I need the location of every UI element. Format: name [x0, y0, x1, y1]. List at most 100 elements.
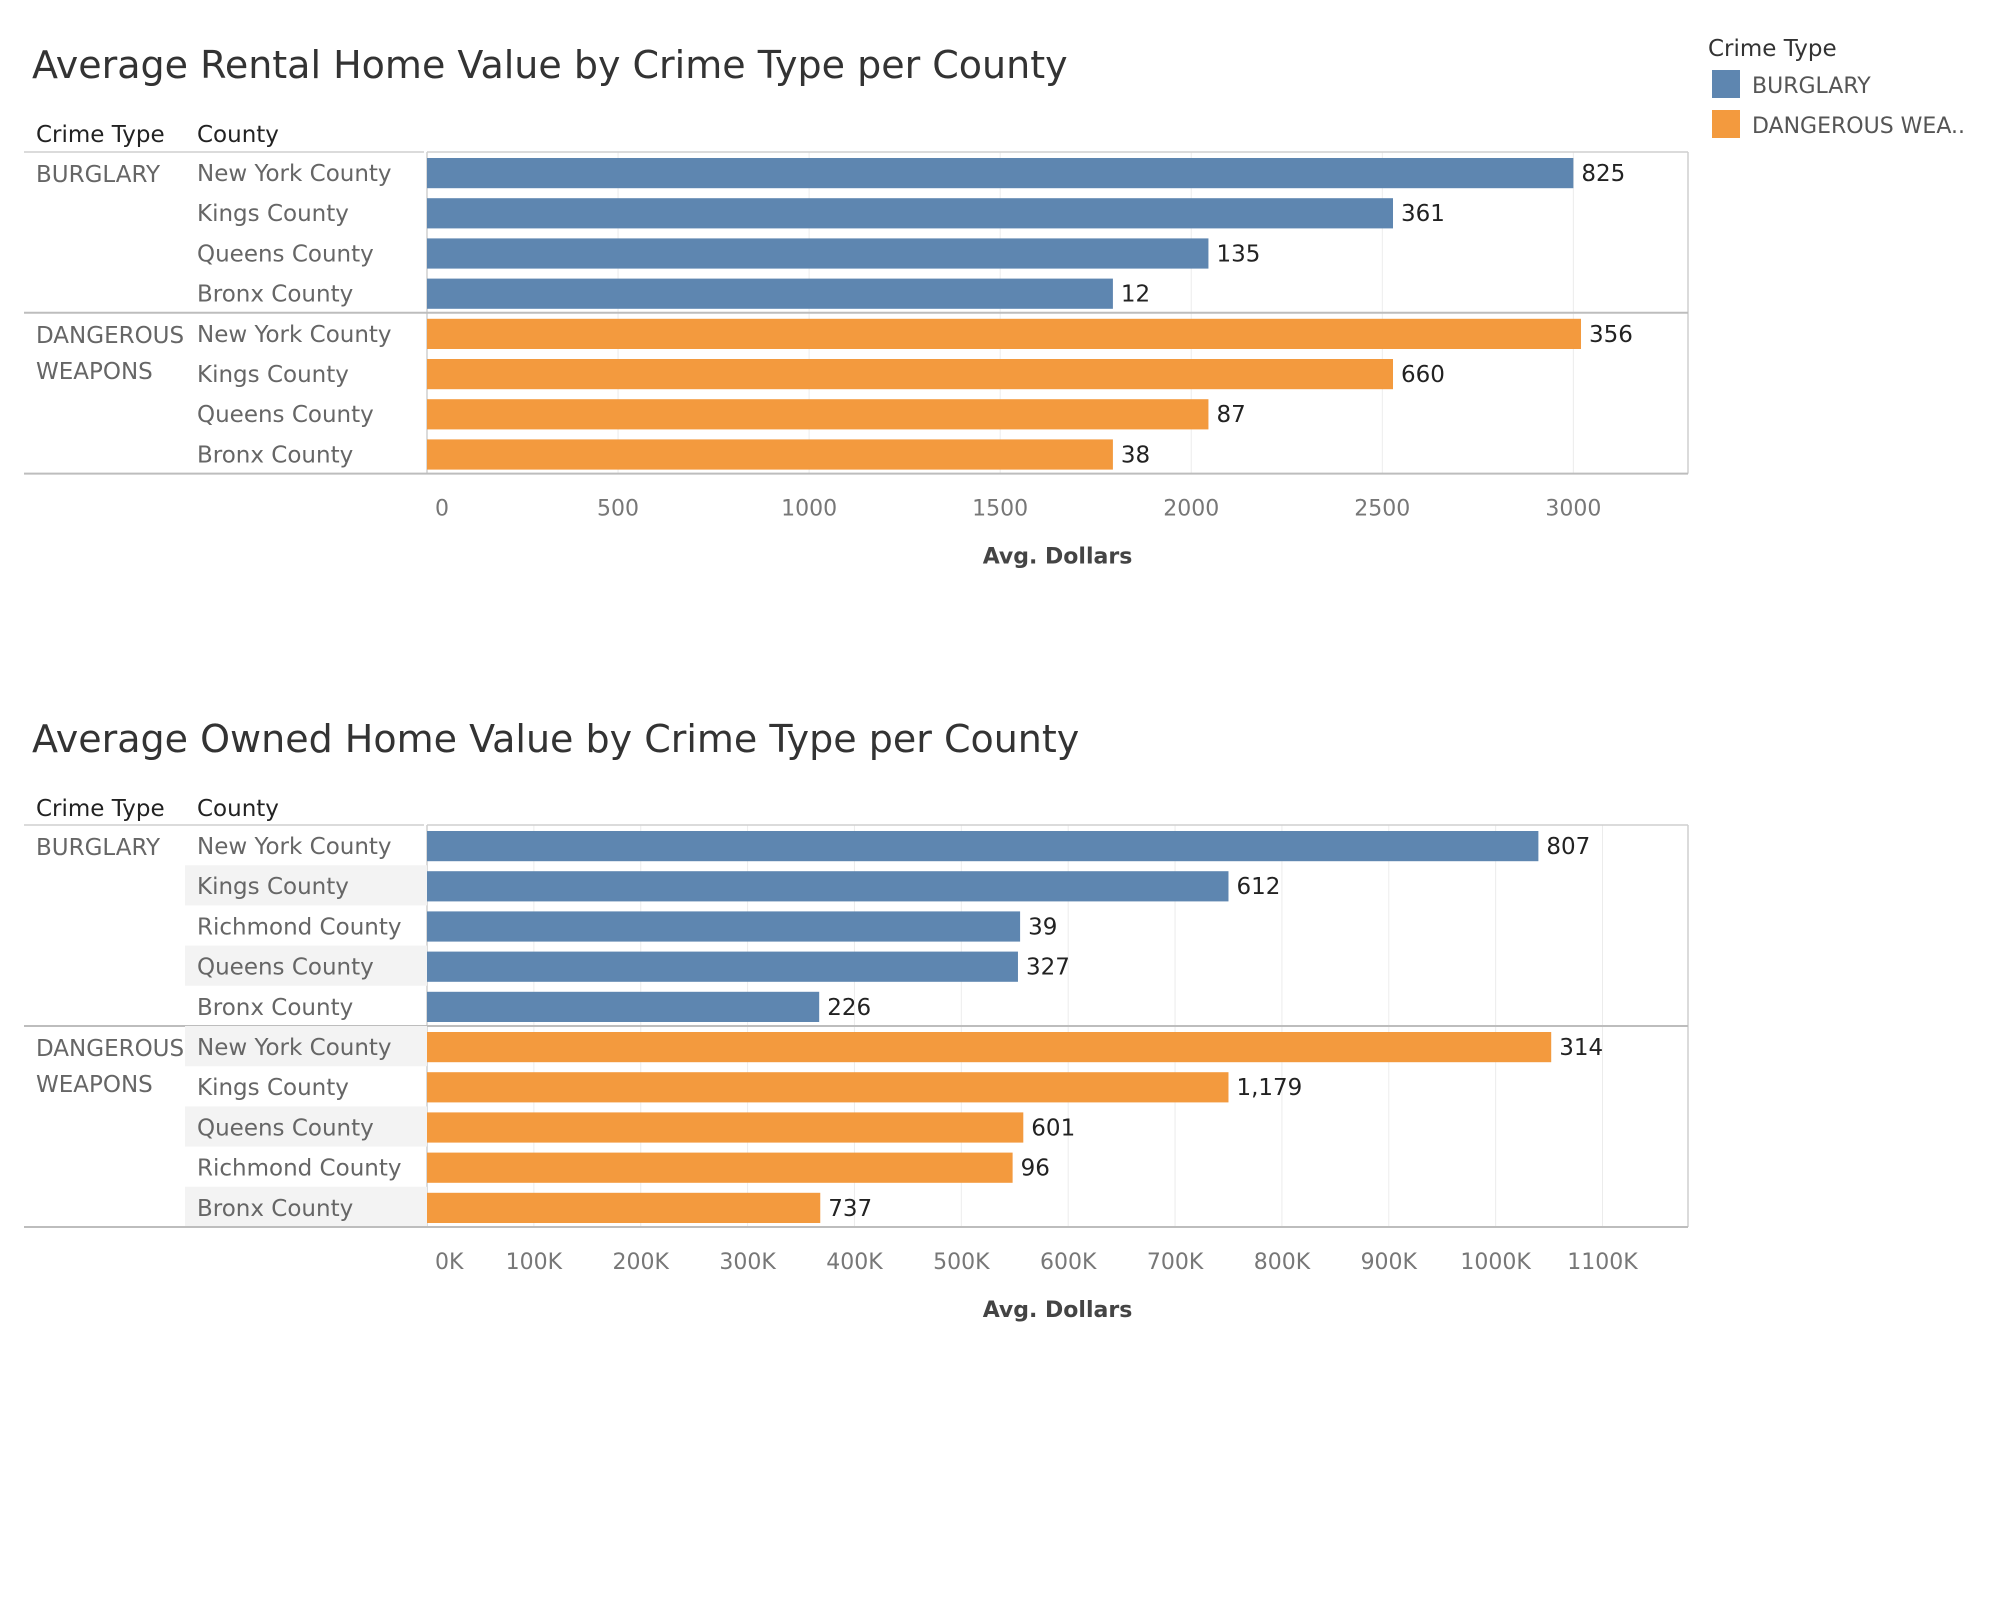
x-tick-label: 2000	[1163, 497, 1219, 522]
bar-value-label: 825	[1581, 161, 1625, 187]
county-label: Bronx County	[197, 442, 353, 468]
x-tick-label: 1100K	[1567, 1250, 1638, 1275]
bar[interactable]	[427, 831, 1539, 862]
bar-value-label: 601	[1031, 1115, 1075, 1141]
legend-entry-label: BURGLARY	[1752, 74, 1871, 99]
bar[interactable]	[427, 439, 1113, 470]
x-tick-label: 1000K	[1460, 1250, 1531, 1275]
chart-1: Average Rental Home Value by Crime Type …	[24, 43, 1689, 570]
x-axis-label: Avg. Dollars	[983, 545, 1133, 570]
bar[interactable]	[427, 318, 1582, 349]
bar[interactable]	[427, 991, 820, 1022]
crime-type-label: WEAPONS	[36, 359, 153, 385]
bar-value-label: 12	[1121, 282, 1150, 308]
bar-value-label: 96	[1021, 1156, 1050, 1182]
x-tick-label: 400K	[826, 1250, 883, 1275]
x-tick-label: 800K	[1254, 1250, 1311, 1275]
county-label: Queens County	[197, 1115, 374, 1141]
row-header-county: County	[197, 796, 279, 822]
crime-type-label: BURGLARY	[36, 835, 161, 861]
crime-type-label: WEAPONS	[36, 1072, 153, 1098]
county-label: Queens County	[197, 955, 374, 981]
x-tick-label: 200K	[613, 1250, 670, 1275]
bar-value-label: 135	[1216, 241, 1260, 267]
x-tick-label: 0K	[435, 1250, 464, 1275]
x-tick-label: 700K	[1147, 1250, 1204, 1275]
bar[interactable]	[427, 399, 1209, 430]
x-tick-label: 1000	[781, 497, 837, 522]
county-label: Bronx County	[197, 282, 353, 308]
bar-value-label: 737	[828, 1196, 872, 1222]
legend-swatch[interactable]	[1712, 110, 1740, 138]
row-band	[185, 1186, 427, 1227]
bar[interactable]	[427, 359, 1394, 390]
chart-title: Average Rental Home Value by Crime Type …	[32, 43, 1068, 87]
bar-value-label: 612	[1236, 874, 1280, 900]
crime-type-label: DANGEROUS	[36, 1036, 184, 1062]
county-label: Kings County	[197, 1075, 349, 1101]
county-label: Richmond County	[197, 914, 401, 940]
bar[interactable]	[427, 1032, 1552, 1063]
bar-value-label: 38	[1121, 442, 1150, 468]
bar[interactable]	[427, 951, 1018, 982]
row-header-crime-type: Crime Type	[36, 122, 165, 148]
bar-value-label: 361	[1401, 201, 1445, 227]
county-label: Kings County	[197, 201, 349, 227]
x-tick-label: 900K	[1361, 1250, 1418, 1275]
county-label: Bronx County	[197, 995, 353, 1021]
bar[interactable]	[427, 158, 1574, 189]
x-tick-label: 600K	[1040, 1250, 1097, 1275]
county-label: New York County	[197, 322, 392, 348]
x-axis-label: Avg. Dollars	[983, 1298, 1133, 1323]
bar[interactable]	[427, 871, 1229, 902]
x-tick-label: 0	[435, 497, 449, 522]
row-band	[185, 1026, 427, 1067]
crime-type-label: BURGLARY	[36, 162, 161, 188]
county-label: New York County	[197, 161, 392, 187]
crime-type-label: DANGEROUS	[36, 323, 184, 349]
row-header-crime-type: Crime Type	[36, 796, 165, 822]
x-tick-label: 3000	[1545, 497, 1601, 522]
bar-value-label: 807	[1546, 834, 1590, 860]
legend-swatch[interactable]	[1712, 70, 1740, 98]
bar-value-label: 87	[1216, 402, 1245, 428]
bar[interactable]	[427, 1192, 821, 1223]
bar[interactable]	[427, 238, 1209, 269]
bar-value-label: 1,179	[1236, 1075, 1302, 1101]
row-band	[185, 945, 427, 986]
bar-value-label: 660	[1401, 362, 1445, 388]
x-tick-label: 300K	[719, 1250, 776, 1275]
county-label: Kings County	[197, 362, 349, 388]
bar-value-label: 39	[1028, 914, 1057, 940]
county-label: Kings County	[197, 874, 349, 900]
county-label: New York County	[197, 834, 392, 860]
row-header-county: County	[197, 122, 279, 148]
row-band	[185, 1106, 427, 1147]
bar-value-label: 314	[1559, 1035, 1603, 1061]
bar[interactable]	[427, 1112, 1024, 1143]
bar-value-label: 226	[827, 995, 871, 1021]
county-label: Queens County	[197, 402, 374, 428]
bar-value-label: 327	[1026, 955, 1070, 981]
legend-title: Crime Type	[1708, 36, 1837, 62]
bar[interactable]	[427, 1152, 1013, 1183]
county-label: Richmond County	[197, 1156, 401, 1182]
county-label: Bronx County	[197, 1196, 353, 1222]
row-band	[185, 865, 427, 906]
bar[interactable]	[427, 1072, 1229, 1103]
bar-value-label: 356	[1589, 322, 1633, 348]
x-tick-label: 500	[597, 497, 639, 522]
county-label: Queens County	[197, 241, 374, 267]
x-tick-label: 1500	[972, 497, 1028, 522]
county-label: New York County	[197, 1035, 392, 1061]
bar[interactable]	[427, 911, 1021, 942]
bar[interactable]	[427, 198, 1394, 229]
legend: Crime Type BURGLARY DANGEROUS WEA..	[1708, 36, 1965, 139]
bar[interactable]	[427, 278, 1113, 309]
x-tick-label: 2500	[1354, 497, 1410, 522]
x-tick-label: 500K	[933, 1250, 990, 1275]
legend-entry-label: DANGEROUS WEA..	[1752, 114, 1965, 139]
x-tick-label: 100K	[506, 1250, 563, 1275]
